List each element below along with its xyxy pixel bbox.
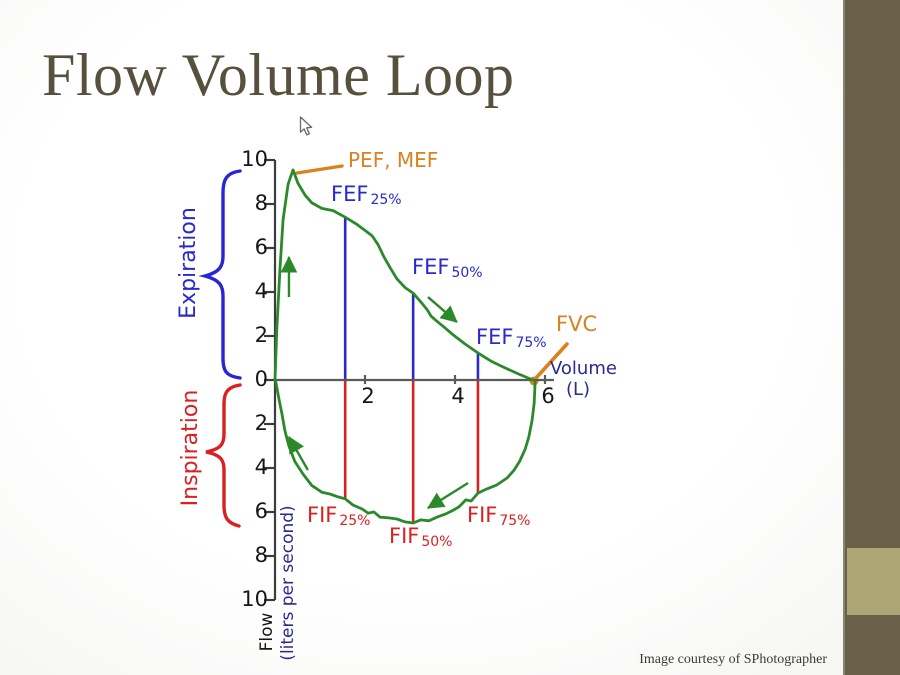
x-tick-label: 6: [541, 384, 555, 408]
fif25-label: FIF 25%: [307, 504, 370, 529]
flow-direction-arrow-2: [427, 296, 458, 323]
expiration-region-label: Expiration: [176, 207, 201, 319]
fef25-label: FEF 25%: [331, 183, 402, 208]
y-tick-label: 2: [254, 323, 268, 347]
inspiration-region-label: Inspiration: [178, 389, 203, 507]
fef25-sub: 25%: [370, 192, 402, 208]
y-tick-label: 10: [241, 147, 268, 171]
image-credit: Image courtesy of SPhotographer: [639, 652, 827, 667]
fef75-label: FEF 75%: [476, 326, 547, 351]
flow-direction-arrow-3: [426, 481, 469, 510]
fef50-label: FEF 50%: [412, 256, 483, 281]
fif50-main: FIF: [389, 524, 420, 548]
fef25-main: FEF: [331, 182, 369, 206]
y-tick-label: 4: [254, 279, 268, 303]
x-tick-label: 4: [451, 384, 465, 408]
slide-design-sidebar: [843, 0, 900, 675]
fef50-main: FEF: [412, 255, 450, 279]
y-tick-label: 2: [254, 411, 268, 435]
fif25-main: FIF: [307, 503, 338, 527]
fif25-sub: 25%: [339, 513, 371, 529]
fef50-sub: 50%: [451, 265, 483, 281]
pef-leader-line: [295, 164, 344, 175]
y-tick-label: 4: [254, 455, 268, 479]
sidebar-accent-block: [847, 548, 900, 615]
fvc-label: FVC: [556, 312, 598, 336]
page-title: Flow Volume Loop: [42, 42, 515, 108]
fif75-label: FIF 75%: [467, 504, 530, 529]
inspiration-limb-curve: [274, 380, 537, 525]
fif50-sub: 50%: [421, 534, 453, 550]
fif75-sub: 75%: [499, 513, 531, 529]
fif50-label: FIF 50%: [389, 525, 452, 550]
y-tick-label: 8: [254, 543, 268, 567]
fef75-sub: 75%: [515, 335, 547, 351]
y-axis-label-units: (liters per second): [278, 505, 298, 661]
x-tick-label: 2: [361, 384, 375, 408]
y-tick-label: 0: [254, 367, 268, 391]
mouse-cursor-icon: [299, 116, 313, 136]
flow-direction-arrow-4: [287, 435, 309, 471]
x-axis-label-units: (L): [566, 379, 591, 400]
y-tick-label: 6: [254, 499, 268, 523]
fef75-main: FEF: [476, 325, 514, 349]
fif75-main: FIF: [467, 503, 498, 527]
y-tick-label: 6: [254, 235, 268, 259]
pef-mef-label: PEF, MEF: [348, 148, 439, 172]
y-tick-label: 10: [241, 587, 268, 611]
x-axis-label-volume: Volume: [550, 358, 617, 379]
y-tick-label: 8: [254, 191, 268, 215]
